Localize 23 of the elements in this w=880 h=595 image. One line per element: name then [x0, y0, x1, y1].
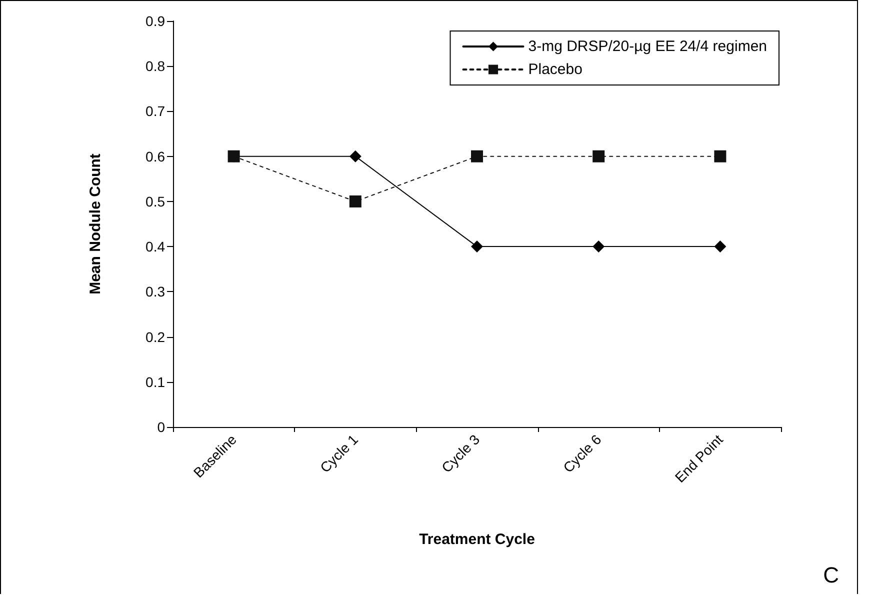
point [471, 150, 483, 162]
y-tick-label: 0.3 [146, 284, 166, 300]
y-tick-label: 0.6 [146, 148, 166, 164]
point [714, 150, 726, 162]
point [592, 150, 605, 162]
point [592, 240, 605, 253]
y-tick-label: 0.5 [146, 193, 166, 210]
y-tick-label: 0.8 [146, 58, 166, 74]
legend-label: 3-mg DRSP/20-µg EE 24/4 regimen [528, 38, 767, 55]
point [471, 240, 483, 253]
y-tick-label: 0 [157, 419, 166, 435]
y-tick-label: 0.7 [146, 103, 166, 120]
y-axis-title: Mean Nodule Count [87, 154, 104, 294]
text: C [823, 562, 840, 588]
point [714, 240, 726, 253]
x-axis-title: Treatment Cycle [419, 531, 535, 548]
y-tick-label: 0.4 [146, 238, 166, 255]
legend-label: Placebo [528, 61, 582, 78]
point [349, 195, 362, 208]
y-tick-label: 0.2 [146, 328, 166, 345]
point [349, 150, 362, 162]
y-tick-label: 0.1 [146, 374, 166, 390]
y-tick-label: 0.9 [146, 13, 166, 29]
